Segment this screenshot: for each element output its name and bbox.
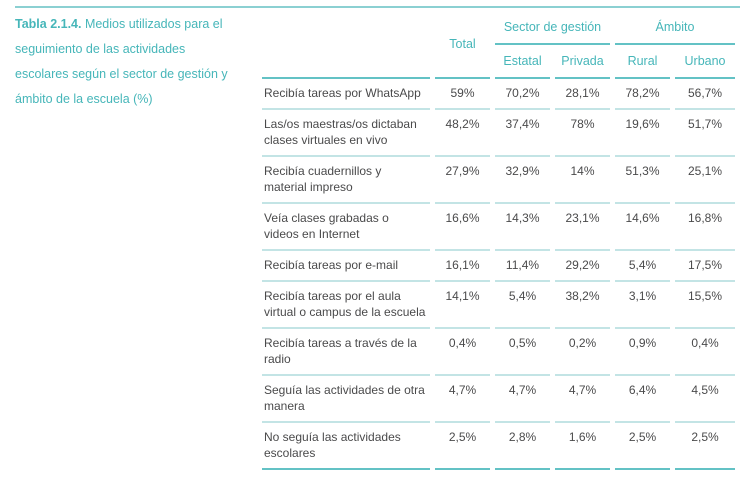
cell-total: 59% <box>435 79 490 110</box>
header-col-privada: Privada <box>555 45 610 79</box>
table-caption: Tabla 2.1.4. Medios utilizados para el s… <box>15 12 233 112</box>
header-group-ambito: Ámbito <box>615 10 735 45</box>
cell-estatal: 0,5% <box>495 329 550 376</box>
cell-urbano: 17,5% <box>675 251 735 282</box>
row-label: Recibía tareas a través de la radio <box>262 329 430 376</box>
cell-estatal: 32,9% <box>495 157 550 204</box>
cell-privada: 38,2% <box>555 282 610 329</box>
header-col-estatal: Estatal <box>495 45 550 79</box>
header-group-row: Total Sector de gestión Ámbito <box>262 10 735 79</box>
cell-estatal: 2,8% <box>495 423 550 470</box>
table-row: Las/os maestras/os dictaban clases virtu… <box>262 110 735 157</box>
cell-total: 0,4% <box>435 329 490 376</box>
cell-privada: 28,1% <box>555 79 610 110</box>
row-label: Las/os maestras/os dictaban clases virtu… <box>262 110 430 157</box>
header-empty-cell <box>262 10 430 79</box>
cell-rural: 5,4% <box>615 251 670 282</box>
cell-total: 4,7% <box>435 376 490 423</box>
table-row: No seguía las actividades escolares 2,5% 2… <box>262 423 735 470</box>
cell-estatal: 4,7% <box>495 376 550 423</box>
row-label: Recibía cuadernillos y material impreso <box>262 157 430 204</box>
cell-privada: 1,6% <box>555 423 610 470</box>
cell-estatal: 5,4% <box>495 282 550 329</box>
cell-total: 27,9% <box>435 157 490 204</box>
header-group-sector-de-gestion: Sector de gestión <box>495 10 610 45</box>
cell-urbano: 51,7% <box>675 110 735 157</box>
top-divider <box>15 6 740 8</box>
table-row: Recibía cuadernillos y material impreso 2… <box>262 157 735 204</box>
table-caption-text: Medios utilizados para el seguimiento de… <box>15 17 228 106</box>
table-row: Recibía tareas por WhatsApp 59% 70,2% 28,1%… <box>262 79 735 110</box>
row-label: Seguía las actividades de otra manera <box>262 376 430 423</box>
cell-urbano: 0,4% <box>675 329 735 376</box>
table-row: Veía clases grabadas o videos en Interne… <box>262 204 735 251</box>
cell-privada: 78% <box>555 110 610 157</box>
table-row: Recibía tareas por e-mail 16,1% 11,4% 29,2%… <box>262 251 735 282</box>
cell-urbano: 56,7% <box>675 79 735 110</box>
cell-urbano: 4,5% <box>675 376 735 423</box>
header-total: Total <box>435 10 490 79</box>
row-label: Recibía tareas por el aula virtual o cam… <box>262 282 430 329</box>
table-row: Recibía tareas a través de la radio 0,4% 0… <box>262 329 735 376</box>
cell-rural: 19,6% <box>615 110 670 157</box>
cell-rural: 6,4% <box>615 376 670 423</box>
table-header: Total Sector de gestión Ámbito Estatal P… <box>262 10 735 79</box>
cell-estatal: 11,4% <box>495 251 550 282</box>
cell-urbano: 2,5% <box>675 423 735 470</box>
cell-privada: 0,2% <box>555 329 610 376</box>
table-body: Recibía tareas por WhatsApp 59% 70,2% 28,1%… <box>262 79 735 470</box>
cell-urbano: 16,8% <box>675 204 735 251</box>
header-sub-row: Estatal Privada Rural Urbano <box>262 45 735 79</box>
cell-total: 48,2% <box>435 110 490 157</box>
cell-rural: 14,6% <box>615 204 670 251</box>
header-col-rural: Rural <box>615 45 670 79</box>
data-table: Total Sector de gestión Ámbito Estatal P… <box>257 10 740 470</box>
cell-privada: 23,1% <box>555 204 610 251</box>
cell-estatal: 70,2% <box>495 79 550 110</box>
cell-total: 14,1% <box>435 282 490 329</box>
cell-privada: 29,2% <box>555 251 610 282</box>
cell-urbano: 15,5% <box>675 282 735 329</box>
cell-estatal: 14,3% <box>495 204 550 251</box>
cell-total: 16,6% <box>435 204 490 251</box>
header-col-urbano: Urbano <box>675 45 735 79</box>
table-row: Seguía las actividades de otra manera 4,7… <box>262 376 735 423</box>
cell-urbano: 25,1% <box>675 157 735 204</box>
row-label: Recibía tareas por e-mail <box>262 251 430 282</box>
cell-privada: 4,7% <box>555 376 610 423</box>
cell-total: 2,5% <box>435 423 490 470</box>
table-caption-number: Tabla 2.1.4. <box>15 17 82 31</box>
row-label: Veía clases grabadas o videos en Interne… <box>262 204 430 251</box>
table-row: Recibía tareas por el aula virtual o cam… <box>262 282 735 329</box>
cell-rural: 3,1% <box>615 282 670 329</box>
row-label: No seguía las actividades escolares <box>262 423 430 470</box>
cell-rural: 78,2% <box>615 79 670 110</box>
row-label: Recibía tareas por WhatsApp <box>262 79 430 110</box>
cell-total: 16,1% <box>435 251 490 282</box>
cell-privada: 14% <box>555 157 610 204</box>
cell-rural: 0,9% <box>615 329 670 376</box>
cell-rural: 51,3% <box>615 157 670 204</box>
cell-estatal: 37,4% <box>495 110 550 157</box>
cell-rural: 2,5% <box>615 423 670 470</box>
